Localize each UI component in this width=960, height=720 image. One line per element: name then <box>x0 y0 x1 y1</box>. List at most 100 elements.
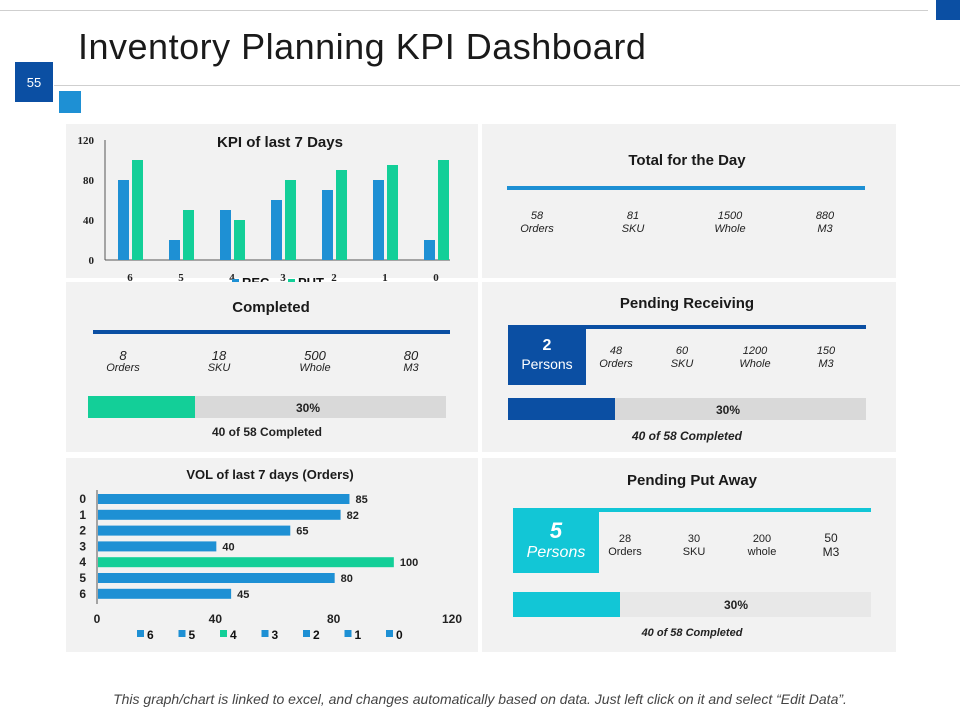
vol-data-label: 65 <box>296 526 308 538</box>
pending-putaway-caption: 40 of 58 Completed <box>641 627 743 639</box>
total-stat-m3: 880 M3 <box>815 210 835 235</box>
completed-divider-bar <box>93 330 450 334</box>
pending-receiving-title: Pending Receiving <box>619 295 755 312</box>
top-divider <box>0 10 928 11</box>
page-number-badge: 55 <box>15 62 53 102</box>
vol-legend-label: 5 <box>189 628 196 642</box>
vol-data-label: 85 <box>355 494 367 506</box>
vol-data-label: 100 <box>400 557 418 569</box>
vol-y-tick: 4 <box>79 555 86 569</box>
vol-bar[interactable] <box>98 573 335 583</box>
kpi-bar-put[interactable] <box>285 180 296 260</box>
pending-receiving-persons-value: 2 <box>542 337 552 354</box>
vol-bar[interactable] <box>98 588 232 599</box>
kpi-bar-put[interactable] <box>234 220 245 260</box>
completed-stat-whole: 500 Whole <box>299 348 331 374</box>
kpi-x-tick: 4 <box>229 272 235 284</box>
pending-putaway-stat-whole: 200 whole <box>747 533 777 558</box>
pending-putaway-persons-unit: Persons <box>526 543 586 561</box>
pending-putaway-divider-bar <box>599 508 871 512</box>
kpi-bar-rec[interactable] <box>322 190 333 260</box>
pending-receiving-persons-unit: Persons <box>521 356 573 372</box>
kpi-bar-rec[interactable] <box>424 240 435 260</box>
completed-stat-m3: 80 M3 <box>403 348 419 374</box>
accent-square <box>59 91 81 113</box>
vol-legend-swatch <box>220 630 227 637</box>
vol-y-tick: 3 <box>79 539 86 553</box>
pending-putaway-persons-box: 5 Persons <box>513 508 599 573</box>
kpi-bar-put[interactable] <box>183 210 194 260</box>
kpi-bar-chart[interactable]: 040801206543210RECPUT <box>66 124 478 294</box>
kpi-y-tick: 40 <box>83 215 95 227</box>
vol-y-tick: 2 <box>79 524 86 538</box>
vol-legend-label: 2 <box>313 628 320 642</box>
pending-putaway-progress-bar <box>513 592 871 617</box>
vol-legend-swatch <box>344 630 352 637</box>
vol-data-label: 82 <box>347 510 359 522</box>
kpi-bar-rec[interactable] <box>271 200 282 260</box>
vol-x-tick: 40 <box>209 612 223 626</box>
pending-putaway-stat-sku: 30 SKU <box>682 533 706 558</box>
pending-receiving-persons-box: 2 Persons <box>508 325 586 385</box>
vol-data-label: 80 <box>341 573 353 585</box>
vol-bar[interactable] <box>98 494 350 504</box>
vol-legend-label: 3 <box>272 628 279 642</box>
kpi-x-tick: 0 <box>433 272 439 284</box>
vol-legend-label: 6 <box>147 628 154 642</box>
vol-legend-label: 4 <box>230 628 237 642</box>
vol-panel-title: VOL of last 7 days (Orders) <box>186 467 354 482</box>
vol-panel <box>66 458 478 652</box>
kpi-bar-put[interactable] <box>132 160 143 260</box>
vol-bar[interactable] <box>98 509 341 520</box>
pending-putaway-stat-orders: 28 Orders <box>608 533 642 558</box>
completed-stat-sku: 18 SKU <box>207 348 231 374</box>
kpi-bar-rec[interactable] <box>373 180 384 260</box>
kpi-y-tick: 80 <box>83 175 95 187</box>
vol-bar[interactable] <box>98 525 291 536</box>
kpi-panel-title: KPI of last 7 Days <box>217 134 343 151</box>
vol-legend-swatch <box>386 630 393 637</box>
pending-receiving-stat-sku: 60 SKU <box>670 345 694 370</box>
vol-bar[interactable] <box>98 541 217 552</box>
vol-bar[interactable] <box>98 557 394 568</box>
kpi-bar-rec[interactable] <box>118 180 129 260</box>
vol-data-label: 40 <box>222 541 234 553</box>
completed-caption: 40 of 58 Completed <box>211 425 323 439</box>
kpi-bar-put[interactable] <box>438 160 449 260</box>
vol-x-tick: 0 <box>94 612 101 626</box>
kpi-x-tick: 5 <box>178 272 184 284</box>
total-stat-whole: 1500 Whole <box>714 210 746 235</box>
kpi-x-tick: 2 <box>331 272 337 284</box>
pending-receiving-progress-bar <box>508 398 866 420</box>
pending-receiving-progress-fill <box>508 398 616 420</box>
pending-putaway-persons-value: 5 <box>549 517 563 543</box>
pending-putaway-stat-m3: 50 M3 <box>822 531 840 559</box>
kpi-bar-rec[interactable] <box>169 240 180 260</box>
kpi-bar-put[interactable] <box>336 170 347 260</box>
kpi-y-tick: 120 <box>78 135 95 147</box>
vol-legend-swatch <box>137 630 144 637</box>
kpi-x-tick: 1 <box>382 272 388 284</box>
vol-legend-label: 1 <box>355 628 362 642</box>
footer-note: This graph/chart is linked to excel, and… <box>113 691 847 707</box>
vol-legend-swatch <box>178 630 186 637</box>
vol-y-tick: 5 <box>79 571 86 585</box>
total-panel <box>482 124 896 278</box>
pending-putaway-progress-label: 30% <box>724 598 749 612</box>
vol-x-tick: 80 <box>327 612 341 626</box>
total-panel-title: Total for the Day <box>628 152 746 169</box>
pending-receiving-stat-orders: 48 Orders <box>599 345 633 370</box>
page-title: Inventory Planning KPI Dashboard <box>78 26 647 67</box>
kpi-bar-put[interactable] <box>387 165 398 260</box>
pending-receiving-divider-bar <box>586 325 866 329</box>
pending-putaway-title: Pending Put Away <box>626 472 758 489</box>
vol-y-tick: 6 <box>79 587 86 601</box>
kpi-y-tick: 0 <box>89 255 95 267</box>
vol-legend-swatch <box>303 630 310 637</box>
pending-receiving-stat-whole: 1200 Whole <box>739 345 771 370</box>
kpi-bar-rec[interactable] <box>220 210 231 260</box>
completed-panel <box>66 282 478 452</box>
total-stat-sku: 81 SKU <box>621 210 645 235</box>
vol-y-tick: 0 <box>79 492 86 506</box>
